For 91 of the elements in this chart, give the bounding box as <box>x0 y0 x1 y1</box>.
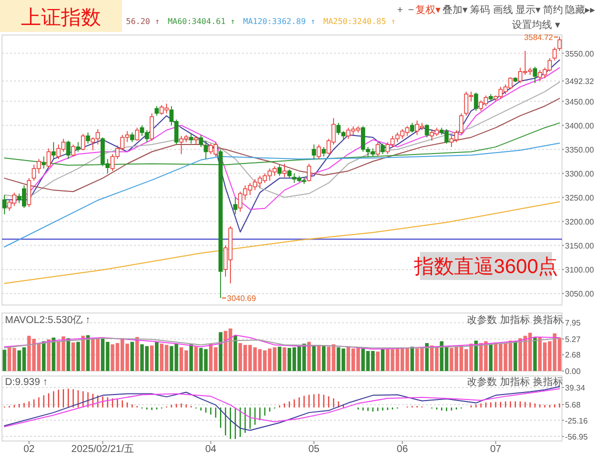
annotation: 换指标 <box>533 314 563 326</box>
y-tick-label: -25.16 <box>565 416 588 426</box>
bar <box>376 352 380 371</box>
text: + <box>397 5 404 16</box>
annotation: 换指标 <box>533 376 563 388</box>
text: 筹码 <box>470 4 490 16</box>
text: 56.20 ↑ <box>126 17 160 26</box>
text: MA60:3404.61 ↑ <box>168 17 236 26</box>
bar <box>410 346 414 371</box>
x-tick-label: 2025/02/21/五 <box>71 444 134 454</box>
y-tick-label: 3250.00 <box>565 193 594 202</box>
text: 设置均线 ▾ <box>512 19 560 31</box>
y-tick-label: 3300.00 <box>565 169 594 178</box>
y-tick-label: 3200.00 <box>565 217 594 226</box>
bar <box>2 350 6 371</box>
bar <box>322 346 326 371</box>
y-tick-label: -56.95 <box>565 432 588 442</box>
annotation: 3584.72 <box>524 33 554 42</box>
text: 简约 <box>543 4 563 16</box>
text: 画线 <box>493 4 513 16</box>
x-tick-label: 05 <box>308 444 320 454</box>
y-tick-label: 3450.00 <box>565 97 594 106</box>
bar <box>154 342 159 371</box>
bar <box>46 339 50 371</box>
text: − <box>408 5 414 16</box>
bar <box>425 343 429 371</box>
y-tick-label: 0.00 <box>565 367 582 376</box>
y-tick-label: 5.68 <box>565 400 582 410</box>
line-series <box>4 334 560 350</box>
bar <box>189 344 193 371</box>
bar <box>218 332 222 371</box>
chart-title: 上证指数 <box>21 7 101 29</box>
bar <box>71 342 76 371</box>
bar <box>307 342 311 371</box>
y-tick-label: 3100.00 <box>565 265 594 274</box>
text: 隐藏▸▸ <box>564 4 596 16</box>
bar <box>135 336 139 371</box>
annotation: 加指标 <box>500 376 530 388</box>
line-series <box>4 142 560 248</box>
bar <box>130 342 134 371</box>
annotation: MAVOL2:5.530亿 ↑ <box>5 315 90 326</box>
line-series <box>4 98 560 192</box>
annotation: 加指标 <box>500 314 530 326</box>
bar <box>312 345 316 371</box>
text: 复权▾ <box>415 4 441 16</box>
bar <box>278 346 282 371</box>
y-tick-label: 3550.00 <box>565 49 594 58</box>
x-tick-label: 06 <box>396 444 408 454</box>
bar <box>474 340 478 371</box>
text: 叠加▾ <box>442 4 468 16</box>
line-series <box>4 122 560 166</box>
y-tick-label: 2.68 <box>565 350 582 360</box>
bar <box>282 347 286 371</box>
y-tick-label: 5.27 <box>565 334 582 344</box>
bar <box>317 344 321 371</box>
annotation: D:9.939 ↑ <box>5 377 48 388</box>
bar <box>42 341 46 371</box>
line-series <box>4 59 560 232</box>
bar <box>52 338 56 371</box>
bar <box>81 336 85 371</box>
bar <box>380 349 384 371</box>
text: MA250:3240.85 ↑ <box>323 17 396 26</box>
bar <box>86 335 90 371</box>
annotation: 改参数 <box>467 376 497 388</box>
line-series <box>4 67 560 210</box>
annotation: 3040.69 <box>227 294 256 303</box>
annotation: 改参数 <box>467 314 497 326</box>
y-tick-label: 3150.00 <box>565 241 594 250</box>
bar <box>66 338 70 371</box>
bar <box>533 338 537 371</box>
x-tick-label: 07 <box>490 444 502 454</box>
bar <box>234 335 238 371</box>
y-tick-label: 3492.32 <box>565 76 594 86</box>
y-tick-label: 3050.00 <box>565 289 594 298</box>
y-tick-label: 39.34 <box>565 384 586 393</box>
x-tick-label: 02 <box>23 444 36 454</box>
bar <box>150 345 154 371</box>
x-tick-label: 04 <box>205 444 217 454</box>
text: 显示▾ <box>515 5 541 16</box>
bar <box>488 344 493 371</box>
text: MA120:3362.89 ↑ <box>243 17 316 26</box>
line-series <box>4 338 560 348</box>
bar <box>194 346 198 371</box>
line-series <box>4 82 560 198</box>
y-tick-label: 3350.00 <box>565 145 594 154</box>
line-series <box>4 201 560 284</box>
bar <box>76 342 80 371</box>
y-tick-label: 7.95 <box>565 318 582 328</box>
bar <box>514 341 518 371</box>
y-tick-label: 3400.00 <box>565 121 594 130</box>
annotation: 指数直逼3600点 <box>412 256 558 278</box>
